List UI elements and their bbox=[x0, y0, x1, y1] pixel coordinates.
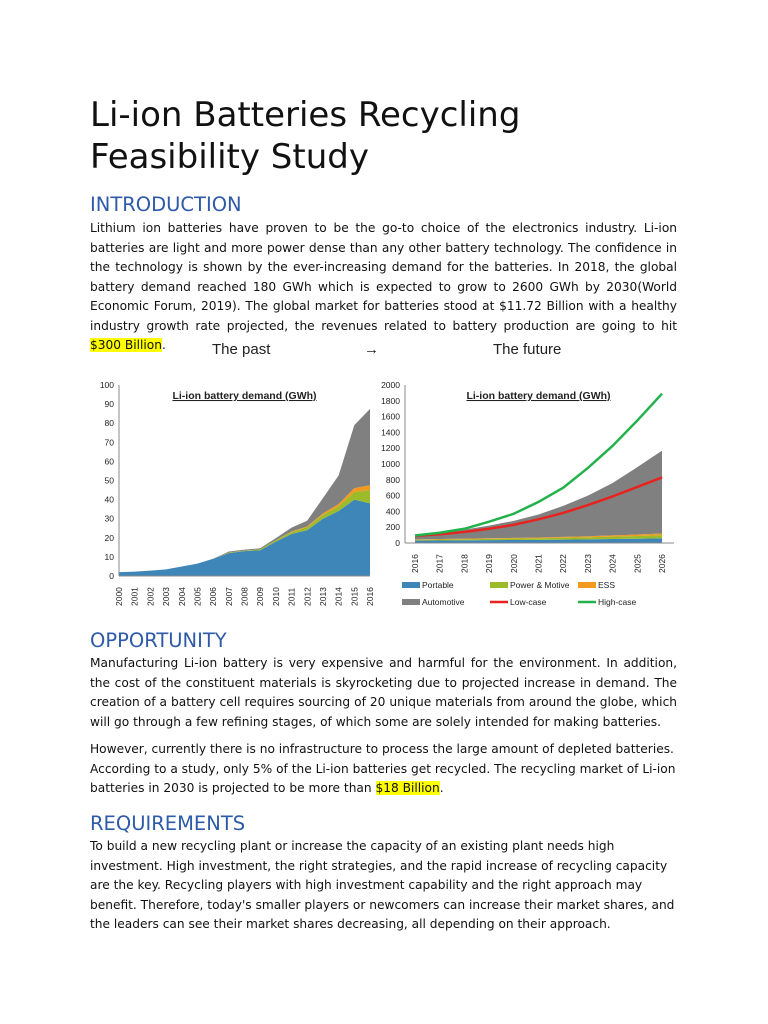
x-tick-label: 2007 bbox=[224, 587, 234, 606]
line-high-case bbox=[414, 392, 663, 537]
x-tick-label: 2001 bbox=[130, 587, 140, 606]
legend-label: Low-case bbox=[510, 597, 547, 607]
line-low-case bbox=[414, 476, 663, 538]
highlight-300-billion: $300 Billion bbox=[90, 338, 162, 352]
area-portable bbox=[415, 538, 662, 543]
legend-swatch bbox=[402, 599, 420, 605]
x-tick-label: 2015 bbox=[349, 587, 359, 606]
x-tick-label: 2003 bbox=[161, 587, 171, 606]
x-tick-label: 2009 bbox=[255, 587, 265, 606]
x-tick-label: 2023 bbox=[583, 554, 593, 573]
x-tick-label: 2026 bbox=[657, 554, 667, 573]
area-ess bbox=[415, 533, 662, 540]
x-tick-label: 2013 bbox=[318, 587, 328, 606]
y-tick-label: 20 bbox=[105, 533, 115, 543]
x-tick-label: 2024 bbox=[608, 554, 618, 573]
y-tick-label: 600 bbox=[386, 491, 400, 501]
x-tick-label: 2010 bbox=[271, 587, 281, 606]
chart-past: Li-ion battery demand (GWh) 0 10 20 30 40 50 60… bbox=[100, 380, 375, 606]
requirements-paragraph: To build a new recycling plant or increa… bbox=[90, 839, 675, 931]
y-tick-label: 50 bbox=[105, 476, 115, 486]
legend-label: Portable bbox=[422, 580, 454, 590]
x-tick-label: 2000 bbox=[114, 587, 124, 606]
y-tick-label: 800 bbox=[386, 475, 400, 485]
x-tick-label: 2019 bbox=[484, 554, 494, 573]
x-tick-label: 2004 bbox=[177, 587, 187, 606]
opportunity-text: However, currently there is no infrastru… bbox=[90, 742, 676, 795]
y-tick-label: 70 bbox=[105, 437, 115, 447]
legend-swatch bbox=[490, 582, 508, 588]
legend-label: Automotive bbox=[422, 597, 465, 607]
x-tick-label: 2017 bbox=[435, 554, 445, 573]
page-title: Li-ion Batteries Recycling Feasibility S… bbox=[90, 95, 521, 177]
y-tick-label: 40 bbox=[105, 495, 115, 505]
y-tick-label: 0 bbox=[395, 538, 400, 548]
y-tick-label: 0 bbox=[109, 571, 114, 581]
y-tick-label: 60 bbox=[105, 456, 115, 466]
x-tick-label: 2018 bbox=[459, 554, 469, 573]
x-tick-label: 2020 bbox=[509, 554, 519, 573]
legend-label: ESS bbox=[598, 580, 615, 590]
x-tick-label: 2022 bbox=[558, 554, 568, 573]
y-tick-label: 1200 bbox=[381, 443, 400, 453]
x-tick-label: 2002 bbox=[145, 587, 155, 606]
area-automotive bbox=[415, 450, 662, 540]
y-tick-label: 2000 bbox=[381, 380, 400, 390]
x-tick-label: 2008 bbox=[240, 587, 250, 606]
x-tick-label: 2021 bbox=[534, 554, 544, 573]
y-tick-label: 400 bbox=[386, 506, 400, 516]
opportunity-paragraph-2: However, currently there is no infrastru… bbox=[90, 740, 677, 799]
legend-label: Power & Motive bbox=[510, 580, 570, 590]
legend-label: High-case bbox=[598, 597, 637, 607]
x-tick-label: 2016 bbox=[410, 554, 420, 573]
chart-future: Li-ion battery demand (GWh) 0 200 400 600 800… bbox=[381, 380, 674, 607]
heading-requirements: REQUIREMENTS bbox=[90, 812, 246, 835]
y-tick-label: 1600 bbox=[381, 412, 400, 422]
arrow-right-icon: → bbox=[364, 341, 379, 358]
x-tick-label: 2011 bbox=[287, 587, 297, 606]
caption-future: The future bbox=[493, 341, 562, 358]
x-tick-label: 2005 bbox=[192, 587, 202, 606]
chart-title: Li-ion battery demand (GWh) bbox=[466, 390, 610, 402]
x-tick-label: 2025 bbox=[632, 554, 642, 573]
x-tick-label: 2006 bbox=[208, 587, 218, 606]
intro-end: . bbox=[161, 338, 166, 352]
x-tick-label: 2016 bbox=[365, 587, 375, 606]
y-tick-label: 100 bbox=[100, 380, 114, 390]
intro-text: Lithium ion batteries have proven to be … bbox=[90, 221, 677, 333]
area-power-motive bbox=[415, 535, 662, 541]
y-tick-label: 80 bbox=[105, 418, 115, 428]
x-tick-label: 2012 bbox=[302, 587, 312, 606]
legend-swatch bbox=[578, 582, 596, 588]
area-portable bbox=[119, 499, 370, 576]
x-tick-label: 2014 bbox=[334, 587, 344, 606]
intro-paragraph: Lithium ion batteries have proven to be … bbox=[90, 219, 677, 356]
y-tick-label: 1800 bbox=[381, 396, 400, 406]
y-tick-label: 1000 bbox=[381, 459, 400, 469]
caption-past: The past bbox=[212, 341, 271, 358]
y-tick-label: 30 bbox=[105, 514, 115, 524]
legend-swatch bbox=[402, 582, 420, 588]
heading-opportunity: OPPORTUNITY bbox=[90, 629, 227, 652]
heading-introduction: INTRODUCTION bbox=[90, 193, 242, 216]
y-tick-label: 1400 bbox=[381, 427, 400, 437]
chart-title: Li-ion battery demand (GWh) bbox=[172, 390, 316, 402]
y-tick-label: 200 bbox=[386, 522, 400, 532]
opportunity-end: . bbox=[439, 781, 444, 795]
y-tick-label: 10 bbox=[105, 552, 115, 562]
opportunity-paragraph-1: Manufacturing Li-ion battery is very exp… bbox=[90, 656, 677, 729]
y-tick-label: 90 bbox=[105, 399, 115, 409]
highlight-18-billion: $18 Billion bbox=[375, 781, 440, 795]
